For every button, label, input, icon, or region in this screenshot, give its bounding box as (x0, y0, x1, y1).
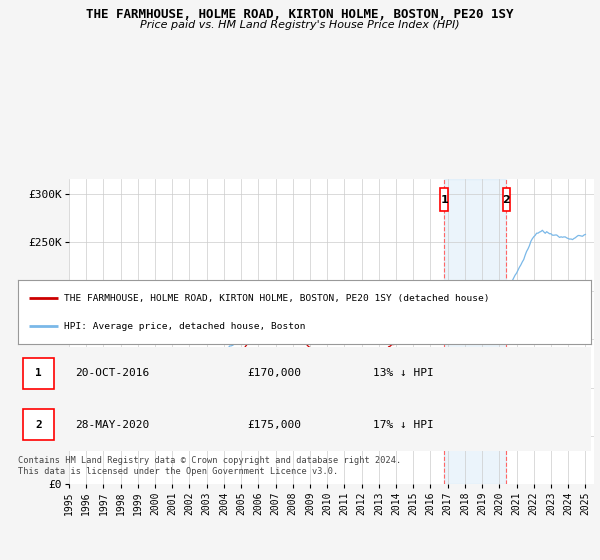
Text: 2: 2 (35, 420, 42, 430)
Text: 13% ↓ HPI: 13% ↓ HPI (373, 368, 434, 378)
Text: THE FARMHOUSE, HOLME ROAD, KIRTON HOLME, BOSTON, PE20 1SY: THE FARMHOUSE, HOLME ROAD, KIRTON HOLME,… (86, 8, 514, 21)
Text: 20-OCT-2016: 20-OCT-2016 (76, 368, 149, 378)
Text: Price paid vs. HM Land Registry's House Price Index (HPI): Price paid vs. HM Land Registry's House … (140, 20, 460, 30)
Bar (444, 179, 506, 484)
Text: 1: 1 (440, 195, 448, 205)
Bar (23, 358, 54, 389)
Text: THE FARMHOUSE, HOLME ROAD, KIRTON HOLME, BOSTON, PE20 1SY (detached house): THE FARMHOUSE, HOLME ROAD, KIRTON HOLME,… (64, 293, 490, 302)
Text: HPI: Average price, detached house, Boston: HPI: Average price, detached house, Bost… (64, 322, 305, 331)
Text: 1: 1 (35, 368, 42, 378)
Bar (440, 188, 448, 211)
Text: £175,000: £175,000 (247, 420, 301, 430)
Text: Contains HM Land Registry data © Crown copyright and database right 2024.
This d: Contains HM Land Registry data © Crown c… (18, 456, 401, 476)
Bar (503, 188, 510, 211)
Bar (23, 409, 54, 440)
Text: £170,000: £170,000 (247, 368, 301, 378)
Text: 28-MAY-2020: 28-MAY-2020 (76, 420, 149, 430)
Text: 2: 2 (503, 195, 510, 205)
Text: 17% ↓ HPI: 17% ↓ HPI (373, 420, 434, 430)
